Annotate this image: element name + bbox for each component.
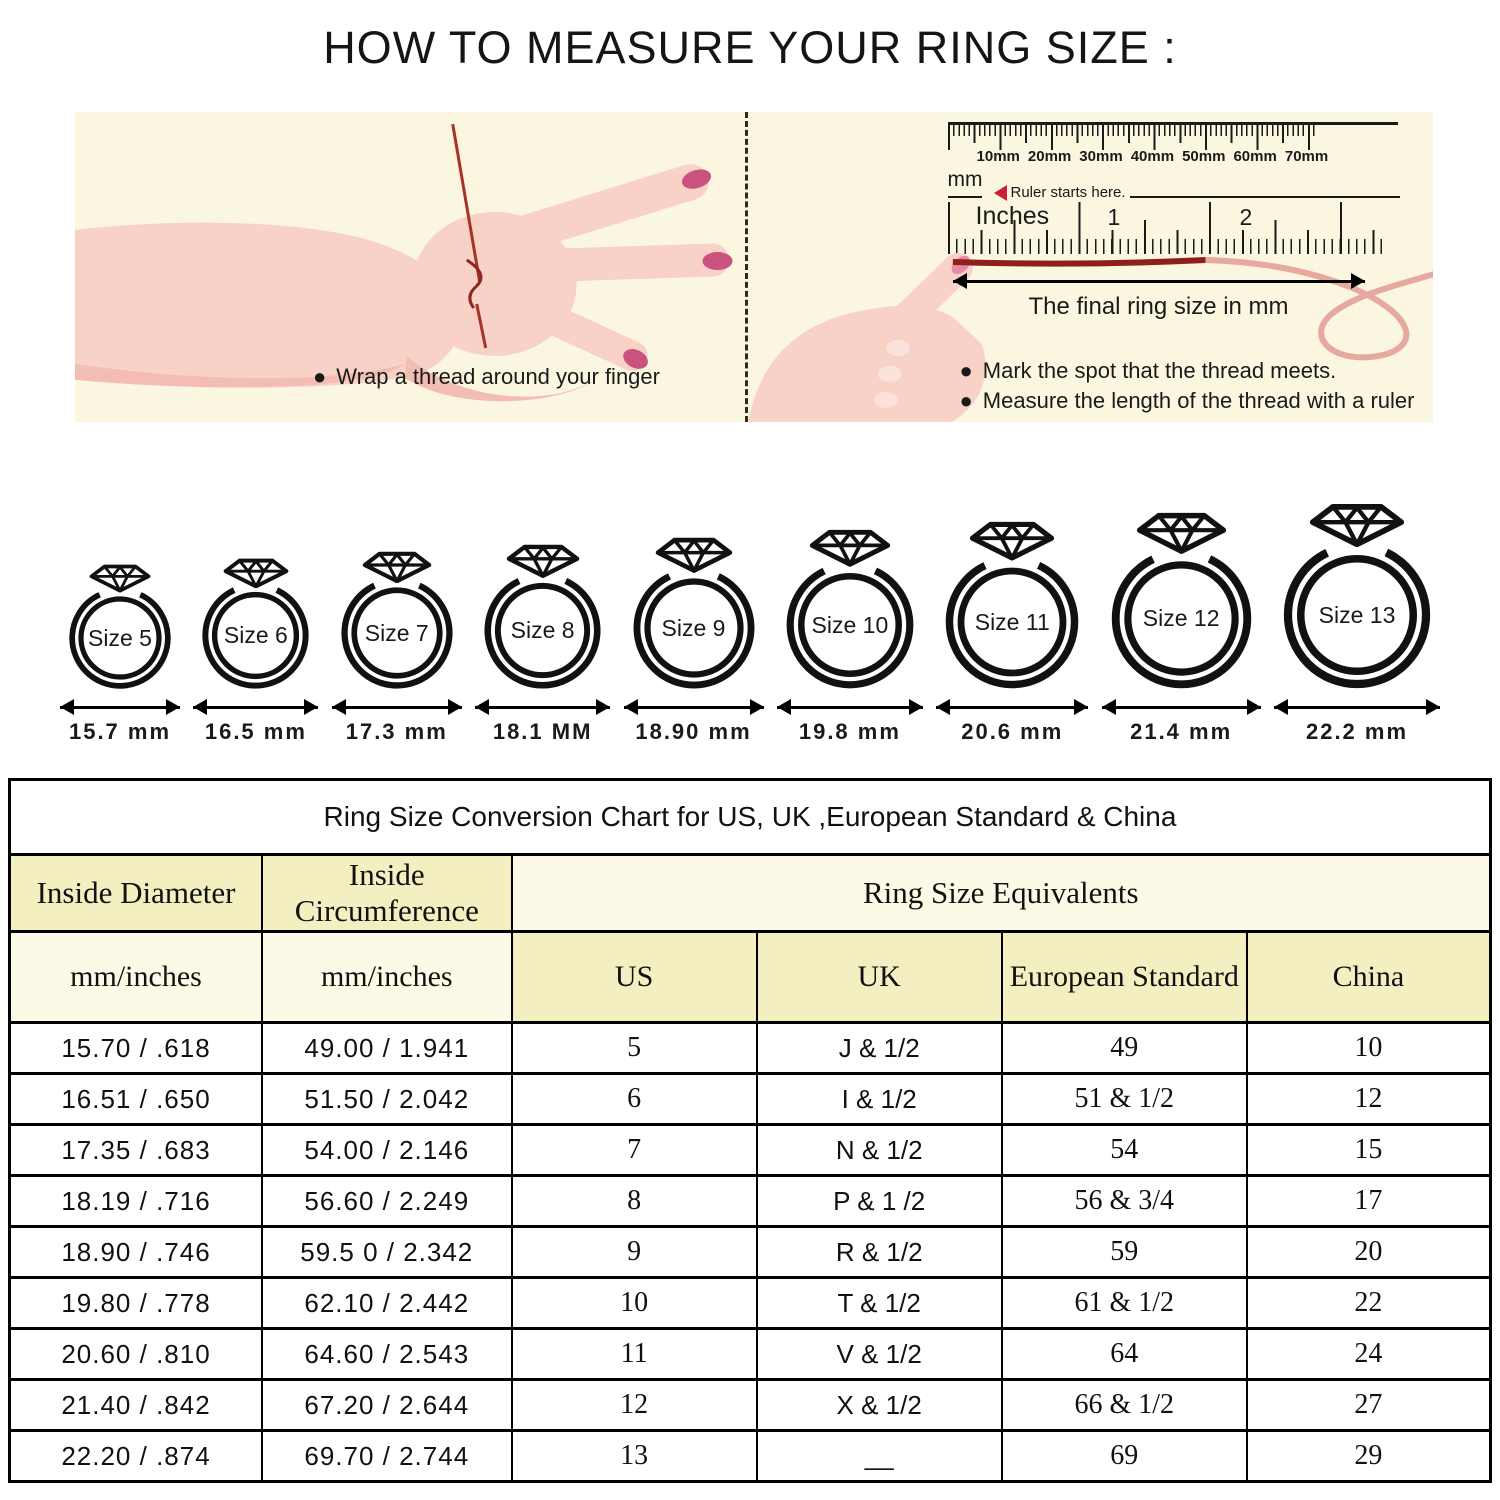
diameter-arrow-icon [1274, 699, 1440, 715]
table-row: 15.70 / .618 49.00 / 1.941 5 J & 1/2 49 10 [8, 1021, 1492, 1075]
table-row: 18.90 / .746 59.5 0 / 2.342 9 R & 1/2 59 20 [8, 1225, 1492, 1279]
diameter-arrow-icon [1101, 699, 1261, 715]
ring-size-label: Size 5 [88, 624, 152, 651]
diameter-arrow-icon [936, 699, 1089, 715]
ring-size-8: Size 8 18.1 MM [475, 544, 611, 745]
ring-size-label: Size 10 [811, 611, 889, 638]
header-ring-size-equivalents: Ring Size Equivalents [510, 853, 1492, 933]
ring-size-10: Size 10 19.8 mm [776, 529, 923, 745]
inch-ticks [947, 196, 1388, 254]
diameter-arrow-icon [331, 699, 462, 715]
bullet-icon: ● [959, 388, 973, 413]
table-row: 22.20 / .874 69.70 / 2.744 13 __ 69 29 [8, 1429, 1492, 1483]
table-row: 21.40 / .842 67.20 / 2.644 12 X & 1/2 66 & 1… [8, 1378, 1492, 1432]
diamond-icon [362, 551, 432, 583]
ring-size-label: Size 7 [364, 619, 429, 646]
ring-diameter-mm: 19.8 mm [798, 719, 901, 744]
wrap-thread-instruction: ● Wrap a thread around your finger [313, 364, 660, 389]
ring-band: Size 7 [340, 576, 454, 690]
ring-band: Size 6 [201, 581, 310, 690]
measure-instructions: ● Mark the spot that the thread meets. ● M… [959, 358, 1415, 413]
ring-diameter-mm: 15.7 mm [68, 719, 172, 744]
diamond-icon [223, 558, 289, 588]
ruler-start-arrow-icon [986, 184, 1007, 201]
ring-size-label: Size 8 [510, 617, 575, 643]
diamond-icon [506, 544, 579, 578]
diamond-icon [1136, 513, 1226, 554]
ring-size-5: Size 5 15.7 mm [60, 564, 180, 745]
ring-size-conversion-table: Ring Size Conversion Chart for US, UK ,E… [8, 778, 1492, 1483]
header-inside-diameter: Inside Diameter [8, 853, 263, 933]
ring-diameter-mm: 16.5 mm [204, 719, 307, 744]
mm-unit-label: mm [947, 168, 983, 191]
hand-with-thread-illustration [75, 123, 733, 402]
ring-diameter-mm: 18.1 MM [492, 719, 593, 744]
ring-diameter-mm: 21.4 mm [1130, 719, 1233, 744]
diameter-arrow-icon [623, 699, 764, 715]
ring-band: Size 9 [632, 566, 756, 690]
diameter-arrow-icon [60, 699, 180, 715]
ring-size-label: Size 11 [974, 608, 1050, 635]
header-inside-circumference: Inside Circumference [261, 853, 513, 933]
table-row: 16.51 / .650 51.50 / 2.042 6 I & 1/2 51 & 1/… [8, 1072, 1492, 1126]
mm-ticks-large [947, 125, 1318, 150]
diameter-arrow-icon [193, 699, 319, 715]
ring-diameter-mm: 22.2 mm [1305, 719, 1409, 744]
diamond-icon [89, 565, 151, 593]
diamond-icon [970, 522, 1055, 561]
col-china: China [1245, 930, 1492, 1024]
panel-wrap-thread: ● Wrap a thread around your finger [75, 112, 745, 422]
diamond-icon [809, 530, 891, 567]
double-arrow-icon [952, 273, 1365, 289]
table-row: 19.80 / .778 62.10 / 2.442 10 T & 1/2 61 & 1… [8, 1276, 1492, 1330]
ring-band: Size 5 [68, 586, 172, 690]
ring-band: Size 8 [483, 571, 602, 690]
ring-size-icons-row: Size 5 15.7 mm Size 6 16.5 mm Size 7 17.… [60, 460, 1440, 745]
table-row: 18.19 / .716 56.60 / 2.249 8 P & 1 /2 56 & 3… [8, 1174, 1492, 1228]
col-diameter-mm-inches: mm/inches [8, 930, 263, 1024]
table-caption: Ring Size Conversion Chart for US, UK ,E… [8, 778, 1492, 856]
ring-size-label: Size 13 [1318, 601, 1396, 628]
final-size-label: The final ring size in mm [1028, 293, 1289, 320]
bullet-icon: ● [313, 364, 327, 389]
ring-diameter-mm: 20.6 mm [961, 719, 1064, 744]
ruler-top-edge [947, 122, 1398, 125]
col-uk: UK [755, 930, 1003, 1024]
page-title: HOW TO MEASURE YOUR RING SIZE : [323, 22, 1177, 73]
bullet-icon: ● [959, 358, 973, 383]
ring-size-label: Size 9 [661, 614, 726, 641]
ruler-mid-line [947, 196, 1400, 198]
ring-band: Size 10 [785, 560, 915, 690]
ring-diameter-mm: 18.90 mm [635, 719, 752, 744]
ring-size-12: Size 12 21.4 mm [1101, 512, 1261, 745]
table-row: 20.60 / .810 64.60 / 2.543 11 V & 1/2 64 24 [8, 1327, 1492, 1381]
diameter-arrow-icon [475, 699, 611, 715]
conversion-table-wrap: Ring Size Conversion Chart for US, UK ,E… [8, 778, 1492, 1483]
ring-size-7: Size 7 17.3 mm [331, 551, 462, 745]
ruler-starts-here: Ruler starts here. [981, 184, 1130, 201]
ring-size-9: Size 9 18.90 mm [623, 537, 764, 745]
final-size-measure: The final ring size in mm [952, 273, 1365, 321]
diameter-arrow-icon [776, 699, 923, 715]
ring-band: Size 13 [1282, 540, 1432, 690]
diamond-icon [655, 537, 732, 573]
diamond-icon [1309, 503, 1405, 547]
ring-size-6: Size 6 16.5 mm [193, 558, 319, 745]
mm-scale-labels: 10mm 20mm 30mm 40mm 50mm 60mm 70mm [976, 148, 1329, 165]
panel-measure-ruler: 10mm 20mm 30mm 40mm 50mm 60mm 70mm mm Ru… [744, 112, 1433, 422]
col-us: US [510, 930, 758, 1024]
col-circumference-mm-inches: mm/inches [261, 930, 513, 1024]
instruction-panels: ● Wrap a thread around your finger 10mm 2… [75, 112, 1433, 422]
table-row: 17.35 / .683 54.00 / 2.146 7 N & 1/2 54 15 [8, 1123, 1492, 1177]
ring-band: Size 11 [944, 554, 1080, 690]
ruler: 10mm 20mm 30mm 40mm 50mm 60mm 70mm mm Ru… [947, 122, 1400, 254]
ring-size-label: Size 6 [223, 622, 288, 648]
ring-size-11: Size 11 20.6 mm [936, 521, 1089, 745]
ring-band: Size 12 [1110, 547, 1253, 690]
ring-size-label: Size 12 [1142, 605, 1220, 631]
ring-diameter-mm: 17.3 mm [345, 719, 448, 744]
ring-size-13: Size 13 22.2 mm [1274, 503, 1440, 745]
col-european-standard: European Standard [1000, 930, 1248, 1024]
